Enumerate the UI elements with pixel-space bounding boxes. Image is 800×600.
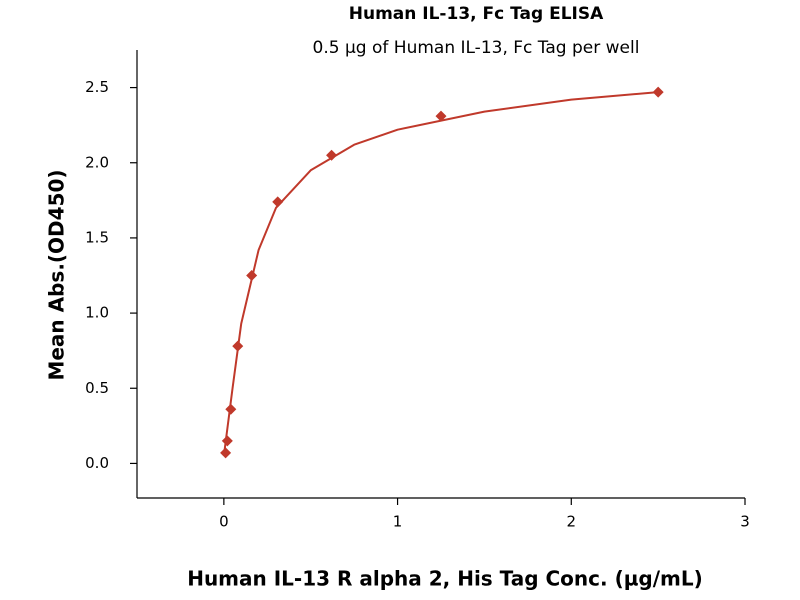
y-tick-label: 1.5: [85, 228, 109, 246]
x-tick-label: 0: [219, 513, 229, 531]
y-axis-title: Mean Abs.(OD450): [45, 169, 69, 380]
x-axis-title: Human IL-13 R alpha 2, His Tag Conc. (µg…: [187, 567, 703, 591]
data-point: [652, 86, 664, 98]
data-point: [272, 196, 284, 208]
y-tick-label: 2.5: [85, 78, 109, 96]
data-point: [232, 340, 244, 352]
y-tick-label: 1.0: [85, 304, 109, 322]
x-tick-label: 3: [740, 513, 750, 531]
data-point: [220, 447, 232, 459]
chart-subtitle: 0.5 µg of Human IL-13, Fc Tag per well: [313, 38, 640, 58]
data-point: [435, 110, 447, 122]
y-tick-label: 0.5: [85, 379, 109, 397]
x-tick-label: 2: [567, 513, 577, 531]
x-tick-label: 1: [393, 513, 403, 531]
data-point: [326, 149, 338, 161]
fit-curve: [222, 91, 659, 457]
data-point: [221, 435, 233, 447]
y-tick-label: 0.0: [85, 454, 109, 472]
y-tick-label: 2.0: [85, 153, 109, 171]
data-point: [225, 403, 237, 415]
data-point: [246, 270, 258, 282]
chart-title: Human IL-13, Fc Tag ELISA: [349, 4, 604, 24]
